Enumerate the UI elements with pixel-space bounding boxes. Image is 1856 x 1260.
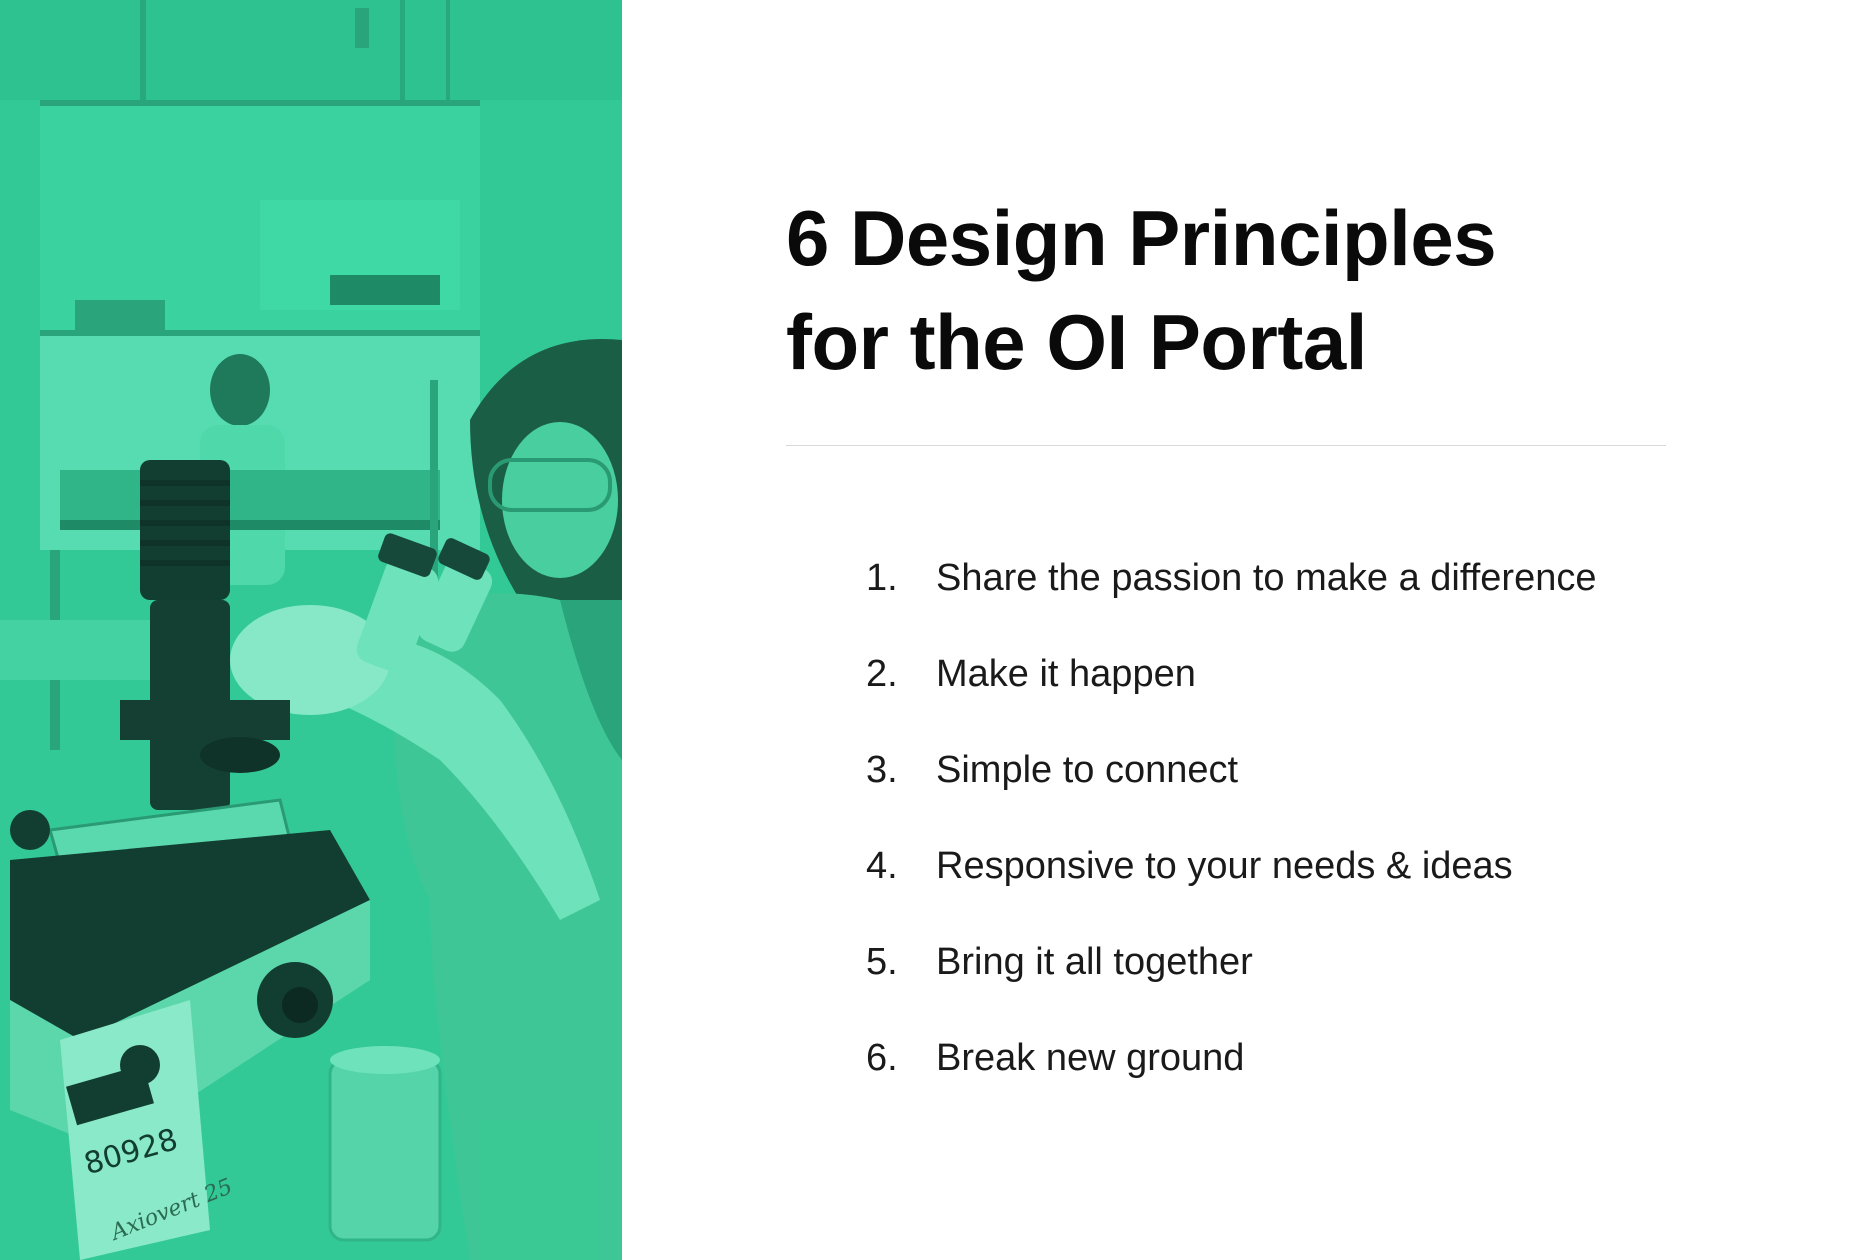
- item-text: Responsive to your needs & ideas: [936, 844, 1513, 887]
- list-item: 5. Bring it all together: [866, 914, 1597, 1010]
- item-text: Simple to connect: [936, 748, 1239, 791]
- list-item: 4. Responsive to your needs & ideas: [866, 818, 1597, 914]
- list-item: 1. Share the passion to make a differenc…: [866, 530, 1597, 626]
- item-number: 4.: [866, 844, 898, 887]
- title-line-1: 6 Design Principles: [786, 194, 1497, 282]
- item-number: 3.: [866, 748, 898, 791]
- item-text: Bring it all together: [936, 940, 1253, 983]
- list-item: 2. Make it happen: [866, 626, 1597, 722]
- item-number: 1.: [866, 556, 898, 599]
- list-item: 6. Break new ground: [866, 1010, 1597, 1106]
- item-number: 5.: [866, 940, 898, 983]
- item-text: Share the passion to make a difference: [936, 556, 1597, 599]
- lab-scientist-microscope-photo-icon: 80928 Axiovert 25: [0, 0, 622, 1260]
- item-text: Make it happen: [936, 652, 1196, 695]
- title-divider: [786, 445, 1666, 446]
- item-number: 2.: [866, 652, 898, 695]
- list-item: 3. Simple to connect: [866, 722, 1597, 818]
- item-number: 6.: [866, 1036, 898, 1079]
- principles-list: 1. Share the passion to make a differenc…: [866, 530, 1597, 1106]
- title-line-2: for the OI Portal: [786, 298, 1367, 386]
- slide-title: 6 Design Principles for the OI Portal: [786, 186, 1666, 394]
- item-text: Break new ground: [936, 1036, 1245, 1079]
- content-area: 6 Design Principles for the OI Portal 1.…: [786, 0, 1666, 1260]
- lab-photo-panel: 80928 Axiovert 25: [0, 0, 622, 1260]
